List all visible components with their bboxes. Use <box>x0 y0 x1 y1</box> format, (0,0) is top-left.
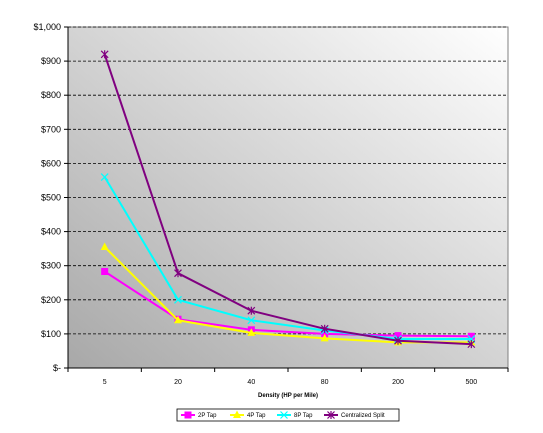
data-point <box>174 295 182 304</box>
x-tick-label: 500 <box>465 379 477 386</box>
x-tick-label: 40 <box>247 379 255 386</box>
x-axis-title: Density (HP per Mile) <box>258 393 318 399</box>
y-tick-label: $900 <box>41 56 61 66</box>
x-tick-labels: 5 20 40 80 200 500 <box>67 368 509 386</box>
data-point <box>184 411 192 419</box>
series-line <box>103 246 472 344</box>
y-tick-label: $400 <box>41 227 61 237</box>
x-tick-label: 20 <box>174 379 182 386</box>
data-point <box>174 315 182 324</box>
y-tick-label: $1,000 <box>33 22 61 32</box>
legend-label: 4P Tap <box>247 413 266 419</box>
legend-label: Centralized Split <box>341 413 385 419</box>
data-point <box>320 324 329 333</box>
data-point <box>280 411 288 419</box>
legend-label: 8P Tap <box>294 413 313 419</box>
x-tick-label: 200 <box>392 379 404 386</box>
y-tick-label: $800 <box>41 90 61 100</box>
series-line <box>103 176 472 341</box>
y-tick-labels: $- $100 $200 $300 $400 $500 $600 $700 $800 $900 $1… <box>33 22 68 373</box>
data-point <box>101 267 109 275</box>
x-tick-label: 5 <box>103 379 107 386</box>
data-point <box>394 332 402 340</box>
data-point <box>394 336 402 345</box>
legend-item: 8P Tap <box>277 411 313 419</box>
x-tick-label: 80 <box>321 379 329 386</box>
legend: 2P Tap 4P Tap 8P Tap Centralized Split <box>176 408 400 422</box>
data-point <box>100 173 109 181</box>
data-point <box>174 269 182 278</box>
legend-item: 2P Tap <box>181 411 217 419</box>
y-tick-label: $300 <box>41 261 61 271</box>
data-point <box>467 340 476 349</box>
y-tick-label: $200 <box>41 295 61 305</box>
legend-label: 2P Tap <box>198 413 217 419</box>
data-point <box>320 333 329 342</box>
data-point <box>327 411 335 419</box>
y-tick-label: $100 <box>41 329 61 339</box>
series <box>100 50 476 349</box>
y-tick-label: $700 <box>41 124 61 134</box>
legend-item: 4P Tap <box>230 410 266 419</box>
series-line <box>104 270 472 338</box>
y-tick-label: $500 <box>41 193 61 203</box>
series-line <box>103 53 472 346</box>
data-point <box>467 332 475 340</box>
legend-item: Centralized Split <box>324 411 385 419</box>
data-point <box>247 328 256 336</box>
data-point <box>233 410 241 418</box>
gridlines <box>68 26 508 335</box>
data-point <box>100 242 109 250</box>
data-point <box>247 316 256 325</box>
data-point <box>100 50 109 59</box>
y-tick-label: $600 <box>41 158 61 168</box>
series-4 <box>100 50 476 349</box>
data-point <box>247 306 256 315</box>
y-tick-label: $- <box>53 363 61 373</box>
